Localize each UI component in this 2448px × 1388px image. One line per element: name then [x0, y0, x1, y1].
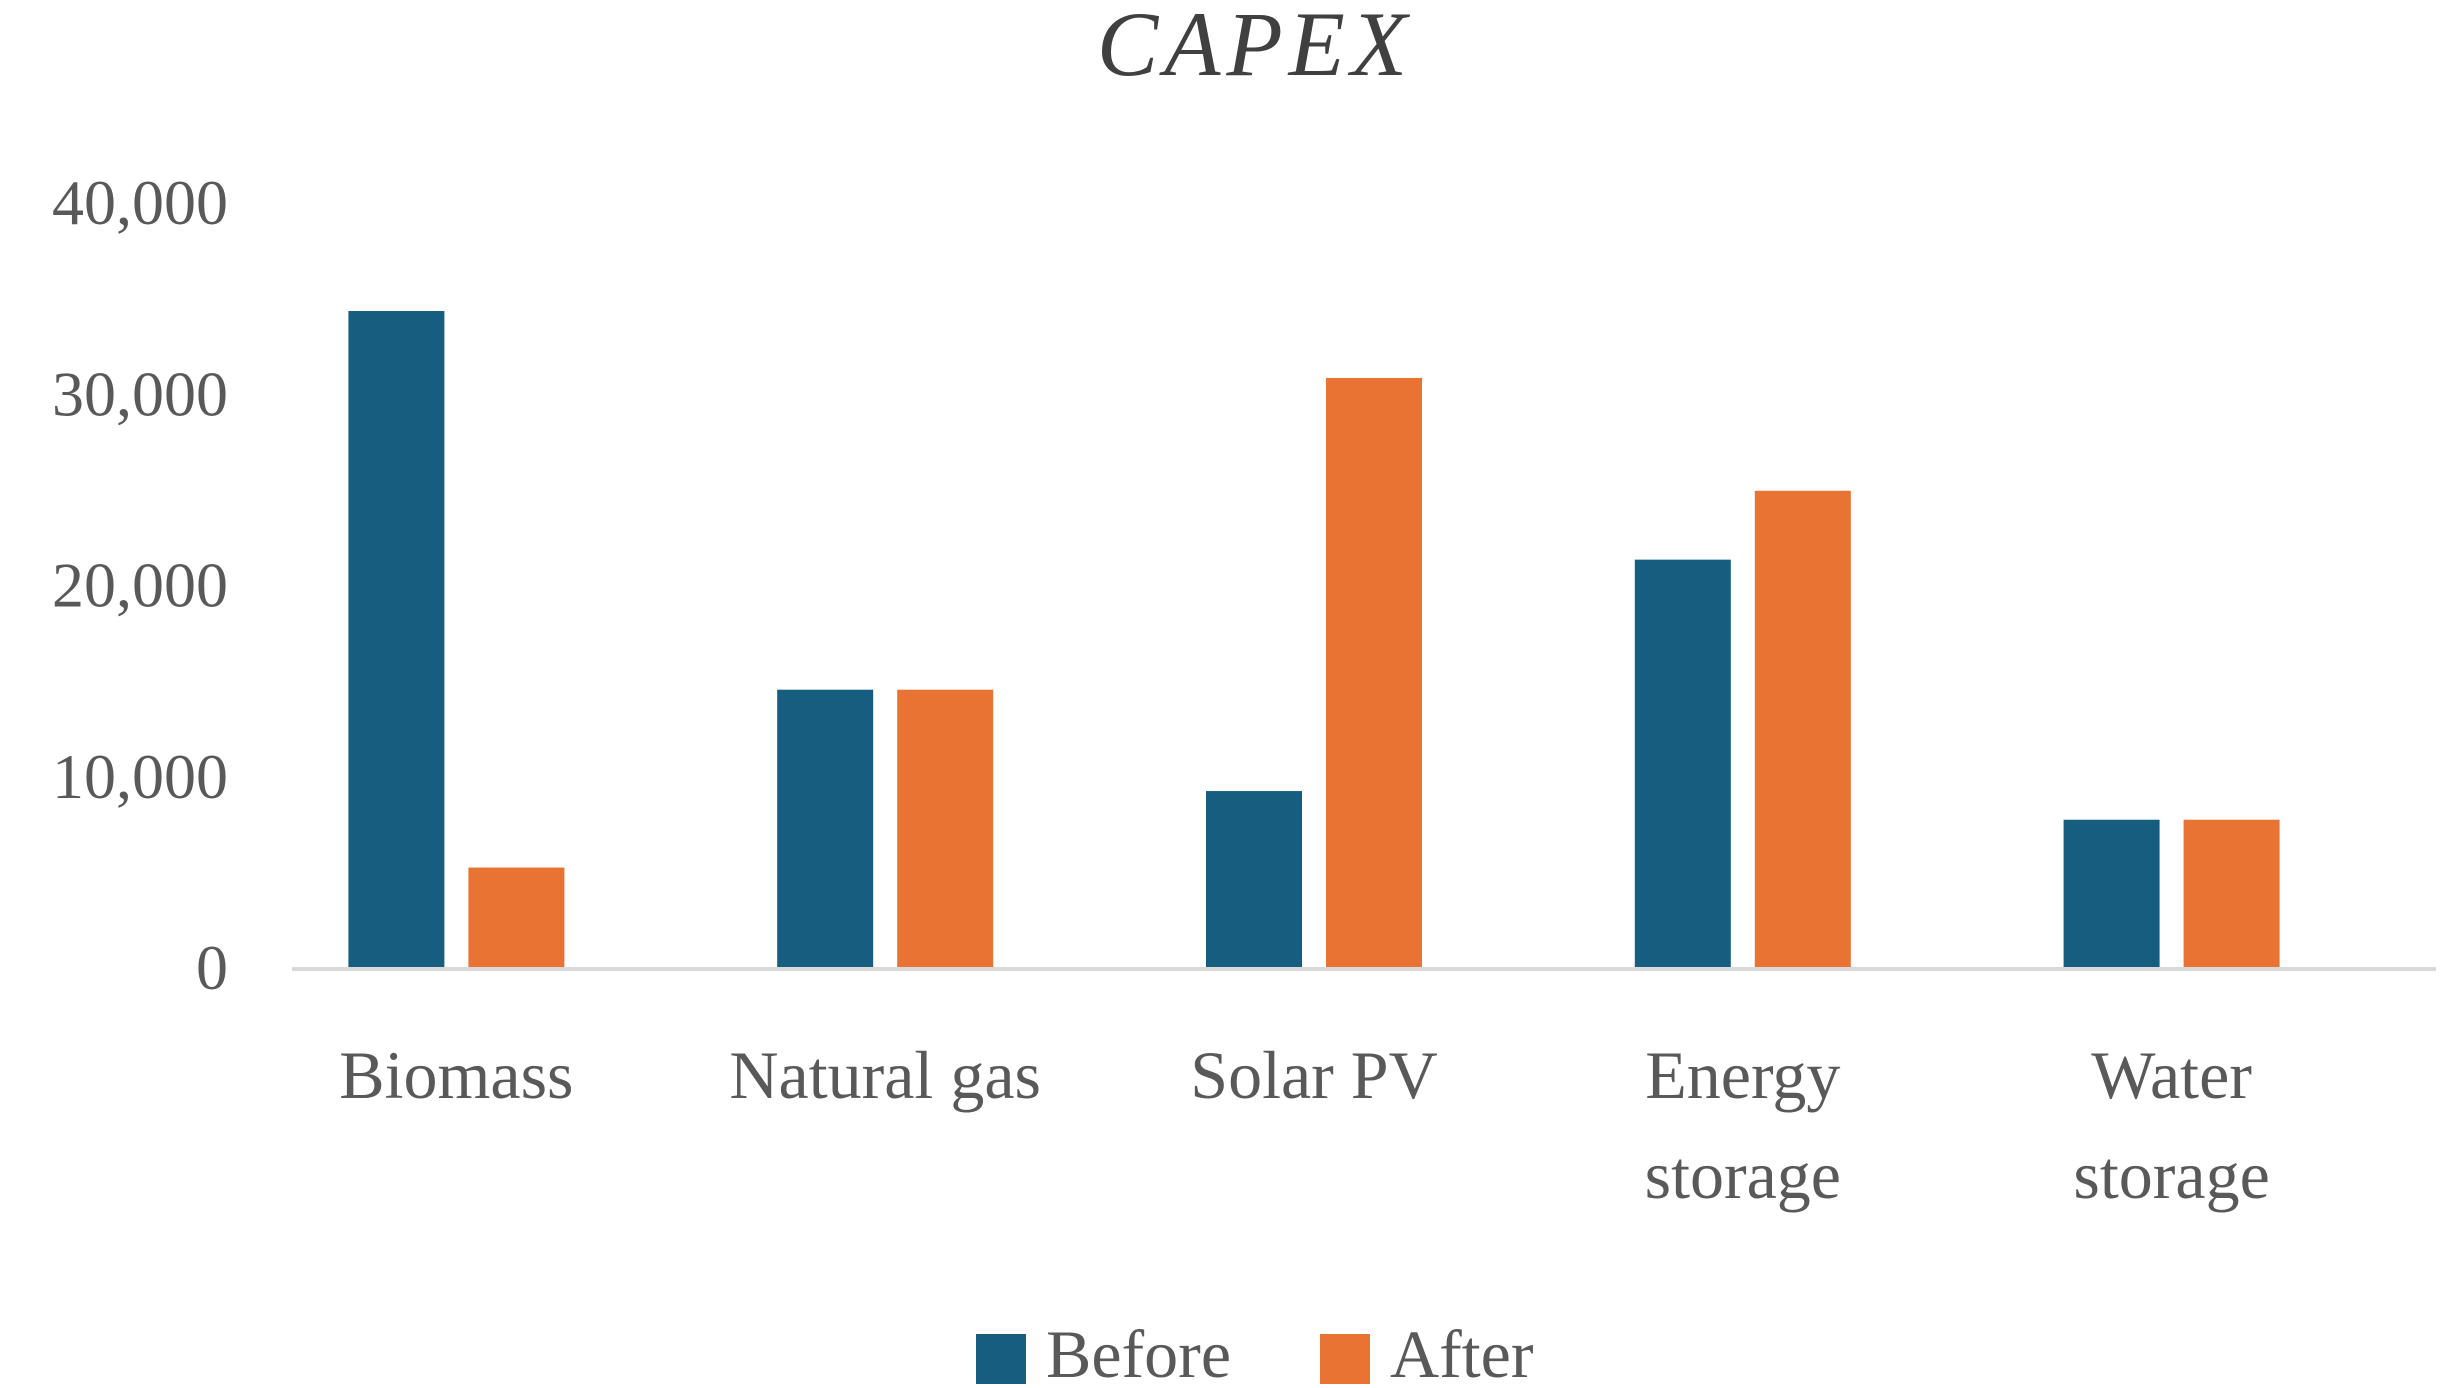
legend-label-before: Before — [1046, 1316, 1231, 1388]
y-tick-label: 0 — [196, 932, 228, 1003]
bar-after-3 — [1754, 490, 1851, 967]
x-tick-label: storage — [2073, 1137, 2269, 1213]
x-tick-label: Natural gas — [729, 1037, 1041, 1113]
bars — [348, 311, 2280, 967]
bar-before-1 — [777, 689, 874, 967]
bar-before-2 — [1206, 791, 1302, 967]
bar-after-1 — [897, 689, 994, 967]
bar-before-4 — [2063, 819, 2160, 967]
x-tick-label: Water — [2091, 1037, 2252, 1113]
legend-swatch-after — [1320, 1334, 1370, 1384]
y-axis-ticks: 0 10,000 20,000 30,000 40,000 — [52, 167, 228, 1003]
legend-label-after: After — [1390, 1316, 1534, 1388]
bar-after-4 — [2183, 819, 2280, 967]
bar-before-0 — [348, 311, 445, 967]
x-tick-label: Solar PV — [1190, 1037, 1437, 1113]
y-tick-label: 40,000 — [52, 167, 228, 238]
chart-title: CAPEX — [1097, 0, 1413, 95]
bar-before-3 — [1634, 559, 1731, 967]
x-tick-label: storage — [1645, 1137, 1841, 1213]
bar-after-2 — [1326, 377, 1422, 967]
legend-swatch-before — [976, 1334, 1026, 1384]
y-tick-label: 20,000 — [52, 550, 228, 621]
bar-after-0 — [468, 867, 565, 967]
y-tick-label: 30,000 — [52, 358, 228, 429]
x-tick-label: Biomass — [339, 1037, 573, 1113]
y-tick-label: 10,000 — [52, 741, 228, 812]
x-tick-label: Energy — [1645, 1037, 1840, 1113]
x-axis-labels: Biomass Natural gas Solar PV Energy storage W… — [339, 1037, 2270, 1213]
legend: Before After — [976, 1316, 1534, 1388]
